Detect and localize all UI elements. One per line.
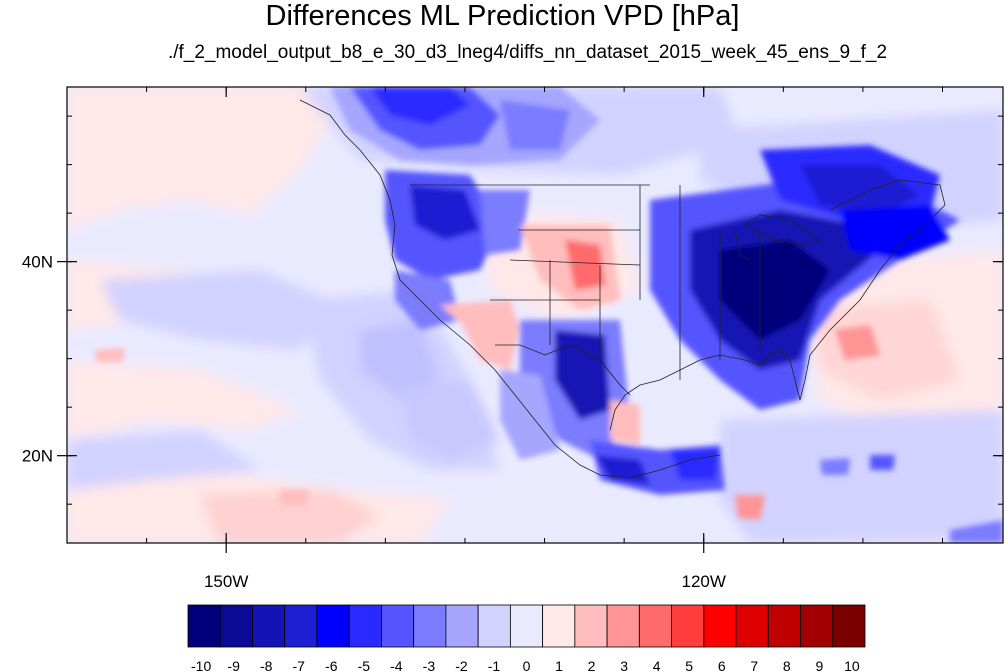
map-title: Differences ML Prediction VPD [hPa] [265, 0, 740, 32]
colorbar-swatch [252, 604, 286, 648]
colorbar-swatch [187, 604, 221, 648]
colorbar-label: -9 [227, 658, 240, 672]
colorbar-label: -8 [260, 658, 273, 672]
colorbar-label: -3 [423, 658, 436, 672]
lat-tick-label: 40N [22, 253, 53, 272]
colorbar-label: 2 [588, 658, 596, 672]
colorbar-swatch [445, 604, 479, 648]
colorbar-swatch [638, 604, 672, 648]
colorbar-swatch [348, 604, 382, 648]
colorbar-label: 6 [718, 658, 726, 672]
colorbar-label: 1 [555, 658, 563, 672]
colorbar-swatch [381, 604, 415, 648]
colorbar-label: 5 [685, 658, 693, 672]
colorbar-swatch [832, 604, 866, 648]
map-subtitle: ./f_2_model_output_b8_e_30_d3_lneg4/diff… [167, 42, 888, 63]
axis-ticks: 40N20N150W120W90W [22, 87, 1003, 591]
colorbar-swatch [671, 604, 705, 648]
colorbar-label: 3 [620, 658, 628, 672]
colorbar-swatch [703, 604, 737, 648]
colorbar-swatch [800, 604, 834, 648]
colorbar: -10 -9 -8 -7 -6 -5 -4 -3 -2 -1 0 1 2 3 4 5 6 7 8 9 10 [187, 604, 866, 672]
colorbar-label: -1 [488, 658, 501, 672]
colorbar-swatch [219, 604, 253, 648]
colorbar-label: 7 [750, 658, 758, 672]
colorbar-label: 10 [844, 658, 860, 672]
lat-tick-label: 20N [22, 447, 53, 466]
colorbar-label: 0 [523, 658, 531, 672]
colorbar-label: -4 [390, 658, 403, 672]
colorbar-label: -10 [191, 658, 211, 672]
colorbar-label: -7 [293, 658, 306, 672]
map-plot-area [67, 87, 1003, 543]
colorbar-label: 9 [815, 658, 823, 672]
colorbar-swatch [542, 604, 576, 648]
lon-tick-label: 120W [682, 572, 726, 591]
colorbar-swatch [767, 604, 801, 648]
colorbar-swatch [477, 604, 511, 648]
colorbar-label: -6 [325, 658, 338, 672]
map-frame [66, 86, 1004, 544]
colorbar-swatch [413, 604, 447, 648]
colorbar-swatch [574, 604, 608, 648]
lon-tick-label: 150W [204, 572, 248, 591]
colorbar-swatch [316, 604, 350, 648]
colorbar-swatch [735, 604, 769, 648]
colorbar-label: -5 [358, 658, 371, 672]
colorbar-label: -2 [455, 658, 468, 672]
colorbar-label: 8 [783, 658, 791, 672]
colorbar-swatch [606, 604, 640, 648]
colorbar-swatch [509, 604, 544, 648]
colorbar-label: 4 [653, 658, 661, 672]
strong-anomaly-regions [95, 87, 1003, 543]
coastlines-and-borders [299, 99, 946, 479]
colorbar-swatch [284, 604, 318, 648]
